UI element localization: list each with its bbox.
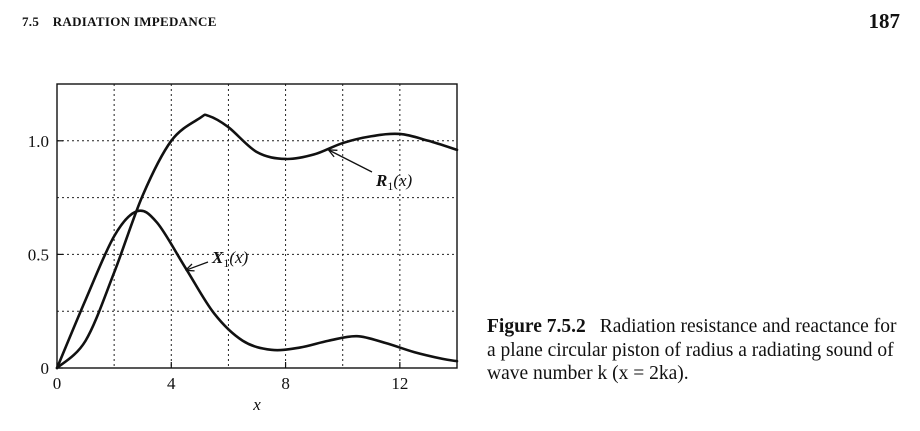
curve-label-text: R1(x) [375,171,413,193]
label-x1: X1(x) [185,248,249,272]
curve-label-text: X1(x) [211,248,249,270]
section-number: 7.5 [22,14,40,29]
plot-frame [56,83,458,369]
curves [55,113,459,370]
label-r1: R1(x) [327,149,413,193]
x-axis-label: x [252,395,261,414]
y-tick-label-0: 0 [41,359,50,378]
leader-line [328,149,373,173]
caption-text: Radiation resistance and reactance for a… [487,316,897,384]
x-tick-label-4: 4 [167,374,176,393]
curve-r1 [55,113,459,370]
arrow-head [185,263,195,272]
figure-caption: Figure 7.5.2 Radiation resistance and rea… [487,315,907,386]
page-number: 187 [868,9,901,33]
y-tick-label-1.0: 1.0 [28,132,49,151]
chart-grid [57,84,457,368]
x-tick-label-12: 12 [391,374,408,393]
curve-labels: R1(x) X1(x) [185,149,413,272]
figure-label: Figure 7.5.2 [487,316,586,337]
arrow-head [327,149,338,158]
leader-line [185,261,209,271]
tick-labels: 0 4 8 12 0 0.5 1.0 [28,132,409,393]
y-tick-label-0.5: 0.5 [28,245,49,264]
x-tick-label-0: 0 [53,374,62,393]
section-title: RADIATION IMPEDANCE [52,14,217,29]
running-head: 7.5 RADIATION IMPEDANCE [22,14,217,30]
curve-x1 [55,209,459,370]
x-tick-label-8: 8 [281,374,290,393]
